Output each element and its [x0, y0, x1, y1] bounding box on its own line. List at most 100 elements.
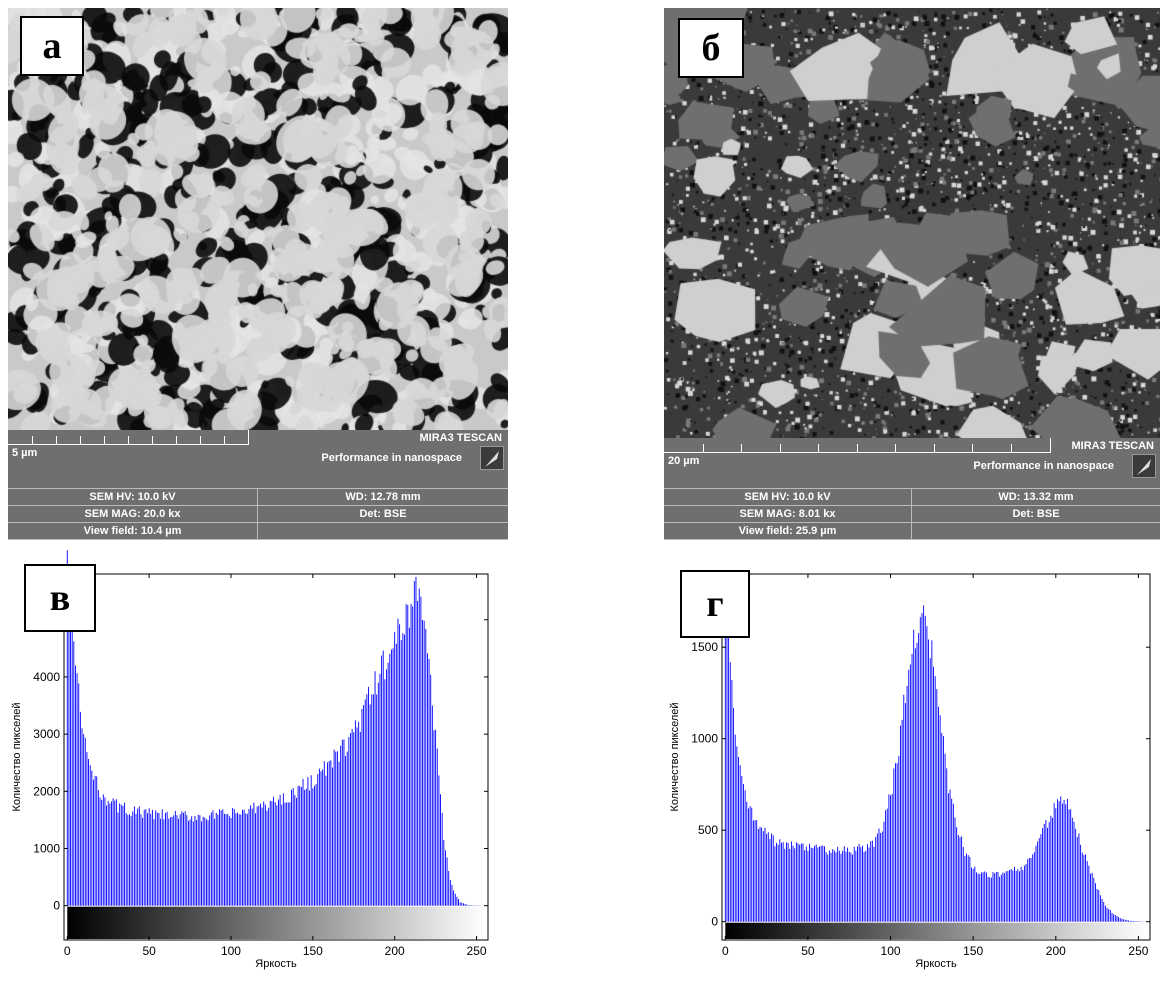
histogram-bar [127, 814, 129, 906]
histogram-bar [407, 605, 409, 906]
histogram-bar [358, 721, 360, 906]
histogram-bar [232, 807, 234, 906]
histogram-bar [120, 804, 122, 906]
histogram-bar [971, 867, 972, 922]
histogram-bar [976, 872, 977, 922]
histogram-bar [210, 812, 212, 906]
histogram-bar [235, 813, 237, 906]
histogram-bar [764, 827, 766, 922]
histogram-bar [68, 597, 70, 906]
histogram-bar [422, 619, 423, 906]
histogram-bar [178, 818, 180, 906]
histogram-bar [93, 779, 94, 906]
histogram-bar [428, 658, 430, 906]
histogram-bar [125, 813, 127, 906]
histogram-bar [281, 804, 283, 906]
histogram-bar [155, 810, 157, 906]
histogram-bar [204, 817, 206, 906]
histogram-bar [248, 808, 250, 906]
histogram-bar [173, 815, 175, 906]
histogram-bar [161, 809, 163, 906]
histogram-bar [192, 821, 194, 906]
histogram-bar [246, 813, 248, 906]
histogram-bar [957, 835, 959, 922]
histogram-bar [972, 868, 974, 922]
histogram-bar [1131, 920, 1133, 922]
histogram-bar [145, 809, 147, 906]
histogram-bar [878, 828, 880, 922]
histogram-bar [70, 592, 71, 906]
histogram-bar [263, 801, 265, 906]
histogram-bar [307, 777, 309, 906]
histogram-bar [86, 752, 88, 906]
histogram-bar [420, 596, 422, 906]
histogram-bar [1061, 803, 1063, 922]
histogram-bar [747, 808, 749, 922]
sem-info-bar-a: 5 µm MIRA3 TESCAN Performance in nanospa… [8, 430, 508, 540]
histogram-bar [456, 896, 458, 906]
histogram-bar [227, 813, 229, 906]
histogram-bar [135, 813, 137, 906]
histogram-bar [751, 807, 753, 922]
histogram-bar [985, 872, 987, 922]
histogram-bar [946, 768, 948, 922]
histogram-bar [1136, 921, 1138, 922]
histogram-bar [372, 694, 374, 906]
histogram-bar [1065, 804, 1067, 922]
histogram-bar [253, 802, 255, 906]
histogram-bar [81, 728, 83, 906]
histogram-bar [1109, 909, 1111, 922]
scale-bar-b [664, 438, 1051, 453]
histogram-bar [848, 851, 850, 922]
histogram-bar [284, 802, 286, 906]
histogram-bar [924, 615, 926, 922]
histogram-bar [843, 846, 845, 922]
histogram-bar [461, 902, 463, 906]
histogram-bar [377, 682, 379, 906]
y-tick-label: 1000 [33, 842, 60, 856]
histogram-bar [394, 631, 396, 906]
histogram-bar [853, 846, 855, 922]
histogram-bar [744, 790, 746, 922]
histogram-bar [916, 642, 918, 922]
histogram-bar [982, 872, 984, 922]
histogram-bar [217, 814, 219, 906]
histogram-bar [345, 755, 347, 906]
histogram-bar [1047, 827, 1048, 922]
histogram-bar [934, 676, 936, 922]
histogram-bar [1093, 877, 1095, 922]
histogram-bar [1126, 919, 1128, 922]
histogram-bar [789, 848, 791, 922]
histogram-bar [1014, 866, 1015, 922]
histogram-bar [264, 804, 266, 906]
y-tick-label: 1500 [691, 640, 718, 654]
histogram-bar [381, 655, 383, 906]
histogram-bar [158, 813, 160, 906]
histogram-bar [893, 768, 895, 922]
histogram-bar [855, 850, 857, 922]
histogram-bar [1078, 833, 1080, 922]
histogram-bar [774, 846, 776, 922]
histogram-bar [749, 806, 751, 922]
sem-mag-a: SEM MAG: 20.0 kx [8, 506, 258, 523]
histogram-bar [875, 837, 877, 922]
histogram-bar [995, 872, 997, 922]
histogram-bar [273, 796, 274, 906]
histogram-bar [240, 814, 242, 906]
histogram-bar [941, 733, 943, 922]
histogram-bar [1002, 872, 1004, 922]
histogram-bar [400, 640, 402, 906]
histogram-bar [830, 852, 832, 922]
histogram-bar [435, 729, 437, 906]
histogram-bar [752, 820, 754, 922]
histogram-bar [802, 843, 804, 922]
histogram-bar [147, 813, 148, 906]
histogram-bar [921, 613, 923, 922]
histogram-bar [933, 666, 934, 922]
histogram-bar [223, 813, 225, 906]
histogram-bar [220, 810, 222, 906]
histogram-v-svg: 050100150200250010002000300040005000Ярко… [11, 550, 489, 970]
histogram-bar [863, 852, 865, 922]
histogram-bar [225, 814, 227, 906]
histogram-bar [782, 842, 784, 922]
